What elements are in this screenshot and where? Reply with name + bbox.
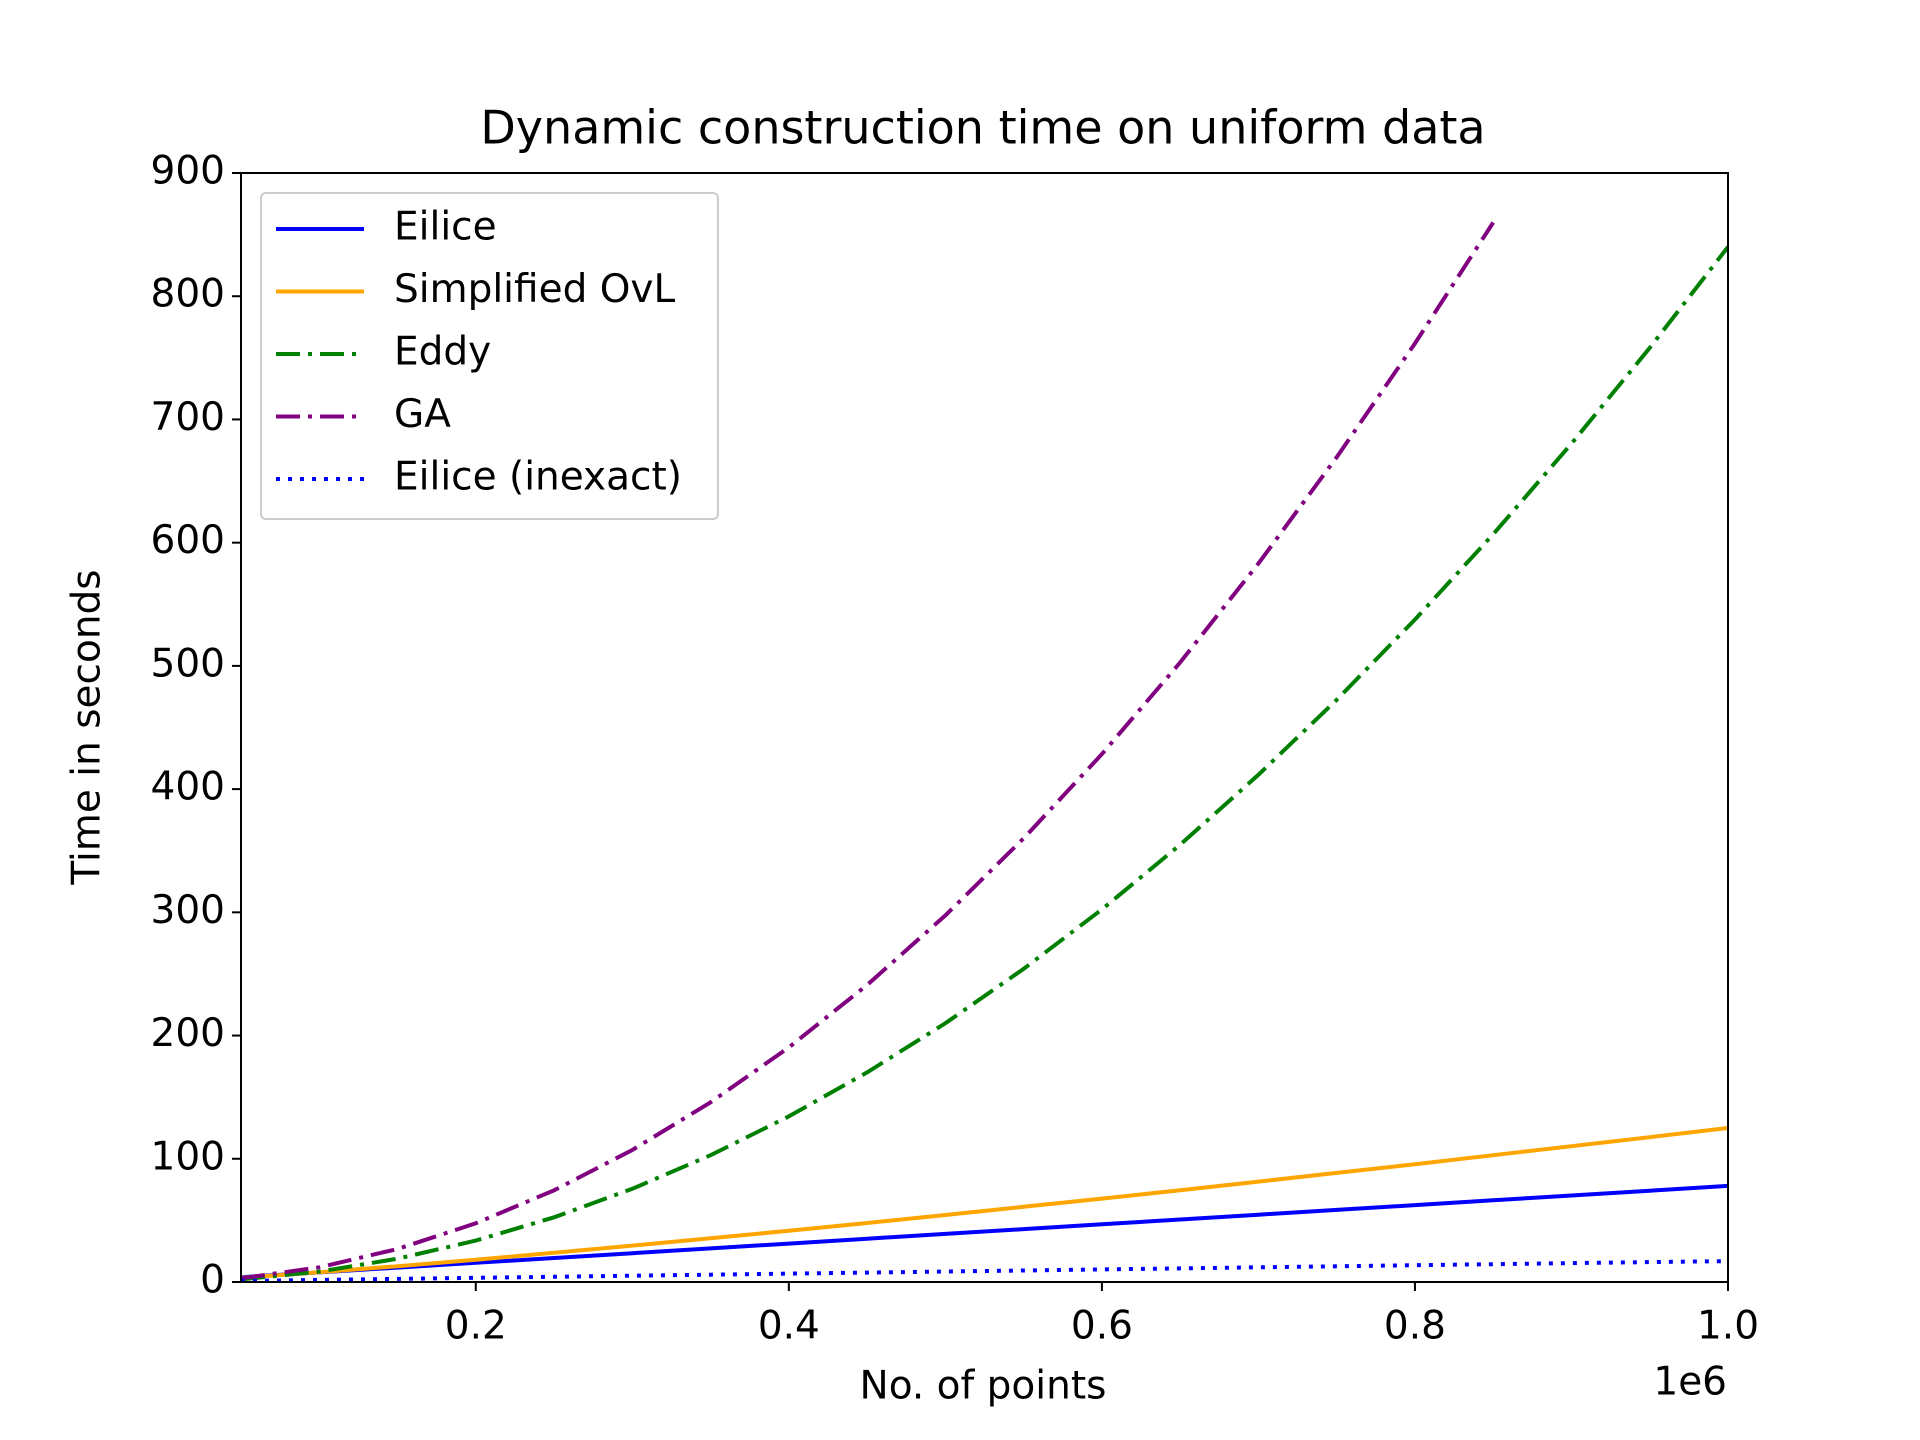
- y-tick-label: 100: [151, 1134, 225, 1179]
- x-tick-label: 0.4: [758, 1304, 820, 1349]
- y-tick-label: 800: [151, 272, 225, 317]
- legend-label: Simplified OvL: [394, 267, 675, 312]
- y-tick-label: 700: [151, 395, 225, 440]
- series-line: [241, 1126, 1728, 1280]
- y-tick-label: 200: [151, 1011, 225, 1056]
- legend-label: Eilice: [394, 205, 497, 250]
- x-axis-label: No. of points: [860, 1364, 1107, 1409]
- series-line: [241, 245, 1728, 1282]
- legend-label: Eilice (inexact): [394, 455, 682, 500]
- x-tick-label: 0.2: [445, 1304, 507, 1349]
- series-line: [241, 1183, 1728, 1280]
- series-line: [241, 1259, 1728, 1282]
- y-tick-label: 500: [151, 641, 225, 686]
- y-tick-label: 300: [151, 888, 225, 933]
- y-axis-label: Time in seconds: [65, 569, 110, 885]
- y-tick-label: 600: [151, 518, 225, 563]
- x-tick-label: 0.6: [1071, 1304, 1133, 1349]
- y-tick-label: 0: [200, 1258, 225, 1303]
- x-tick-label: 1.0: [1697, 1304, 1759, 1349]
- plot-frame: [240, 172, 1729, 1283]
- legend-label: Eddy: [394, 330, 491, 375]
- legend-label: GA: [394, 392, 451, 437]
- x-tick-label: 0.8: [1384, 1304, 1446, 1349]
- y-tick-label: 400: [151, 765, 225, 810]
- y-tick-label: 900: [151, 149, 225, 194]
- x-offset-label: 1e6: [1653, 1360, 1727, 1405]
- series-line: [241, 221, 1495, 1281]
- chart-title: Dynamic construction time on uniform dat…: [480, 101, 1485, 155]
- legend-box: [260, 192, 719, 520]
